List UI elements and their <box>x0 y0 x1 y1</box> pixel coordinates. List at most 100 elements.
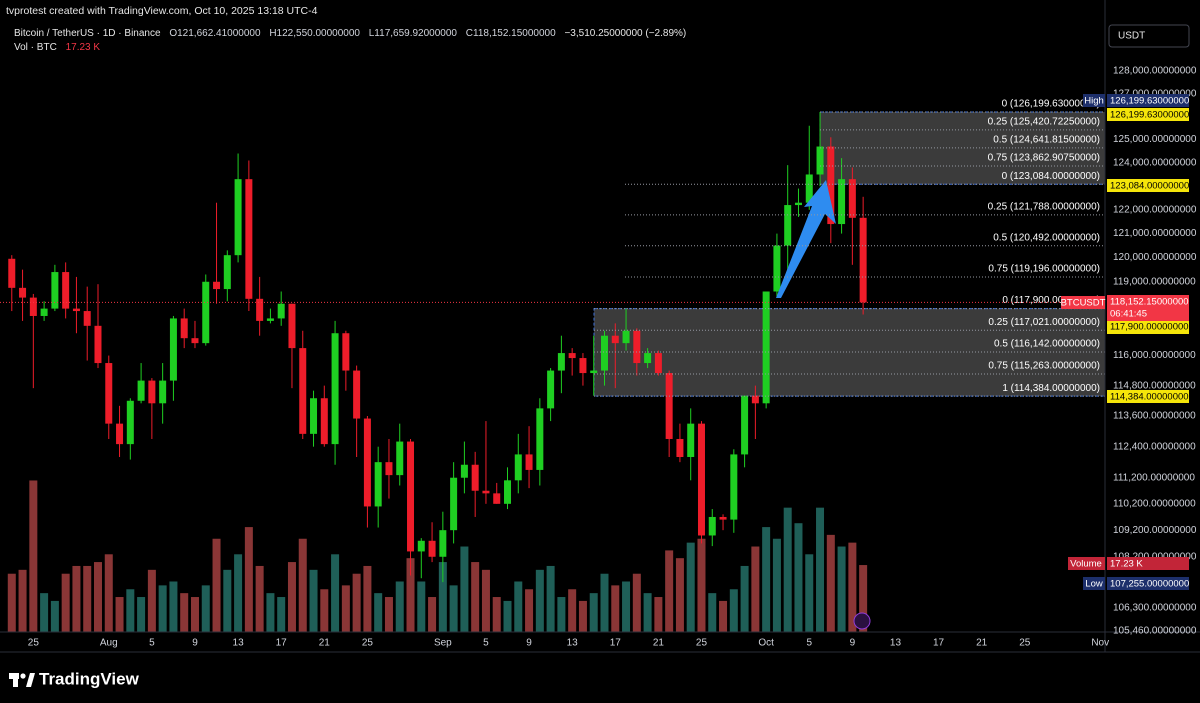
candle-body <box>773 245 781 292</box>
volume-tag <box>1068 557 1105 570</box>
candle-body <box>320 398 328 445</box>
x-tick-label: 9 <box>850 638 856 649</box>
low-tag <box>1083 577 1105 590</box>
x-tick-label: 5 <box>806 638 812 649</box>
volume-bar <box>654 597 663 632</box>
candle-body <box>557 353 565 371</box>
volume-bar <box>287 562 296 632</box>
fib-label: 0.5 (120,492.00000000) <box>993 232 1100 243</box>
volume-bar <box>449 585 458 632</box>
x-tick-label: Oct <box>758 638 774 649</box>
candle-body <box>245 179 253 299</box>
replay-icon[interactable] <box>853 612 871 630</box>
volume-bar <box>352 573 361 632</box>
volume-bar <box>266 593 275 632</box>
countdown: 06:41:45 <box>1110 309 1147 320</box>
volume-bar <box>331 554 340 632</box>
x-tick-label: 5 <box>149 638 155 649</box>
candle-body <box>299 348 307 434</box>
volume-bar <box>848 542 857 632</box>
volume-bar <box>503 600 512 632</box>
y-tick-label: 120,000.00000000 <box>1113 252 1197 263</box>
volume-bar <box>826 534 835 632</box>
volume-bar <box>481 569 490 632</box>
volume-bar <box>40 593 49 632</box>
y-tick-label: 128,000.00000000 <box>1113 66 1197 77</box>
fib-tag-value: 117,900.00000000 <box>1110 322 1189 333</box>
candle-body <box>116 423 124 445</box>
volume-bar <box>93 562 102 632</box>
candle-body <box>169 318 177 381</box>
candle-body <box>137 380 145 401</box>
y-tick-label: 119,000.00000000 <box>1113 276 1196 287</box>
volume-bar <box>126 589 135 632</box>
volume-bar <box>384 597 393 632</box>
volume-bar <box>212 538 221 632</box>
volume-bar <box>417 581 426 632</box>
candle-body <box>353 370 361 419</box>
price-tags: High 126,199.63000000 126,199.63000000 1… <box>1061 94 1189 590</box>
x-tick-label: 25 <box>362 638 374 649</box>
volume-bar <box>589 593 598 632</box>
candle-body <box>762 291 770 404</box>
currency-button[interactable] <box>1108 24 1190 48</box>
volume-bar <box>622 581 631 632</box>
footer-logo: TradingView <box>9 669 140 688</box>
volume-bar <box>525 589 534 632</box>
y-tick-label: 114,800.00000000 <box>1113 380 1196 391</box>
candle-body <box>665 373 673 439</box>
x-tick-label: 25 <box>28 638 40 649</box>
x-tick-label: Sep <box>434 638 452 649</box>
volume-bar <box>514 581 523 632</box>
volume-bar <box>643 593 652 632</box>
volume-tag-label: Volume <box>1070 559 1102 570</box>
y-tick-label: 112,400.00000000 <box>1113 441 1196 452</box>
volume-bar <box>557 597 566 632</box>
fib-tag <box>1107 179 1189 192</box>
volume-bar <box>363 565 372 632</box>
volume-bar <box>158 585 167 632</box>
candle-body <box>94 325 102 364</box>
arrow-drawing <box>776 180 836 298</box>
candle-body <box>482 490 490 494</box>
y-tick-label: 105,460.00000000 <box>1113 626 1197 637</box>
fib-tag-value: 126,199.63000000 <box>1110 110 1189 121</box>
candle-body <box>266 318 274 321</box>
candle-body <box>396 441 404 476</box>
volume-bar <box>234 554 243 632</box>
volume-bar <box>320 589 329 632</box>
y-tick-label: 109,200.00000000 <box>1113 525 1197 536</box>
candle-body <box>385 462 393 476</box>
candle-body <box>719 516 727 520</box>
candle-body <box>859 217 867 303</box>
fib-label: 0.25 (125,420.72250000) <box>988 117 1100 128</box>
candle-body <box>471 464 479 491</box>
low-tag-value: 107,255.00000000 <box>1110 579 1189 590</box>
candle-body <box>730 454 738 520</box>
candle-body <box>805 174 813 203</box>
fib-label: 0.75 (123,862.90750000) <box>988 153 1100 164</box>
volume-bar <box>277 597 286 632</box>
volume-bar <box>137 597 146 632</box>
currency-button-label[interactable]: USDT <box>1118 31 1145 42</box>
candle-body <box>838 179 846 225</box>
x-tick-label: 5 <box>483 638 489 649</box>
y-tick-label: 125,000.00000000 <box>1113 134 1197 145</box>
ohlc-low: L117,659.92000000 <box>369 28 458 39</box>
x-tick-label: 21 <box>653 638 665 649</box>
y-tick-label: 121,000.00000000 <box>1113 228 1197 239</box>
fib-tag <box>1107 108 1189 121</box>
candle-body <box>525 454 533 470</box>
volume-bar <box>190 597 199 632</box>
y-tick-label: 116,000.00000000 <box>1113 350 1196 361</box>
fib-tag <box>1107 321 1189 334</box>
fib-label: 0 (123,084.00000000) <box>1002 171 1100 182</box>
candle-body <box>654 353 662 374</box>
last-price-tag <box>1107 295 1189 321</box>
candle-body <box>407 441 415 552</box>
volume-bar <box>29 480 38 632</box>
candle-body <box>633 330 641 364</box>
candle-body <box>848 179 856 218</box>
